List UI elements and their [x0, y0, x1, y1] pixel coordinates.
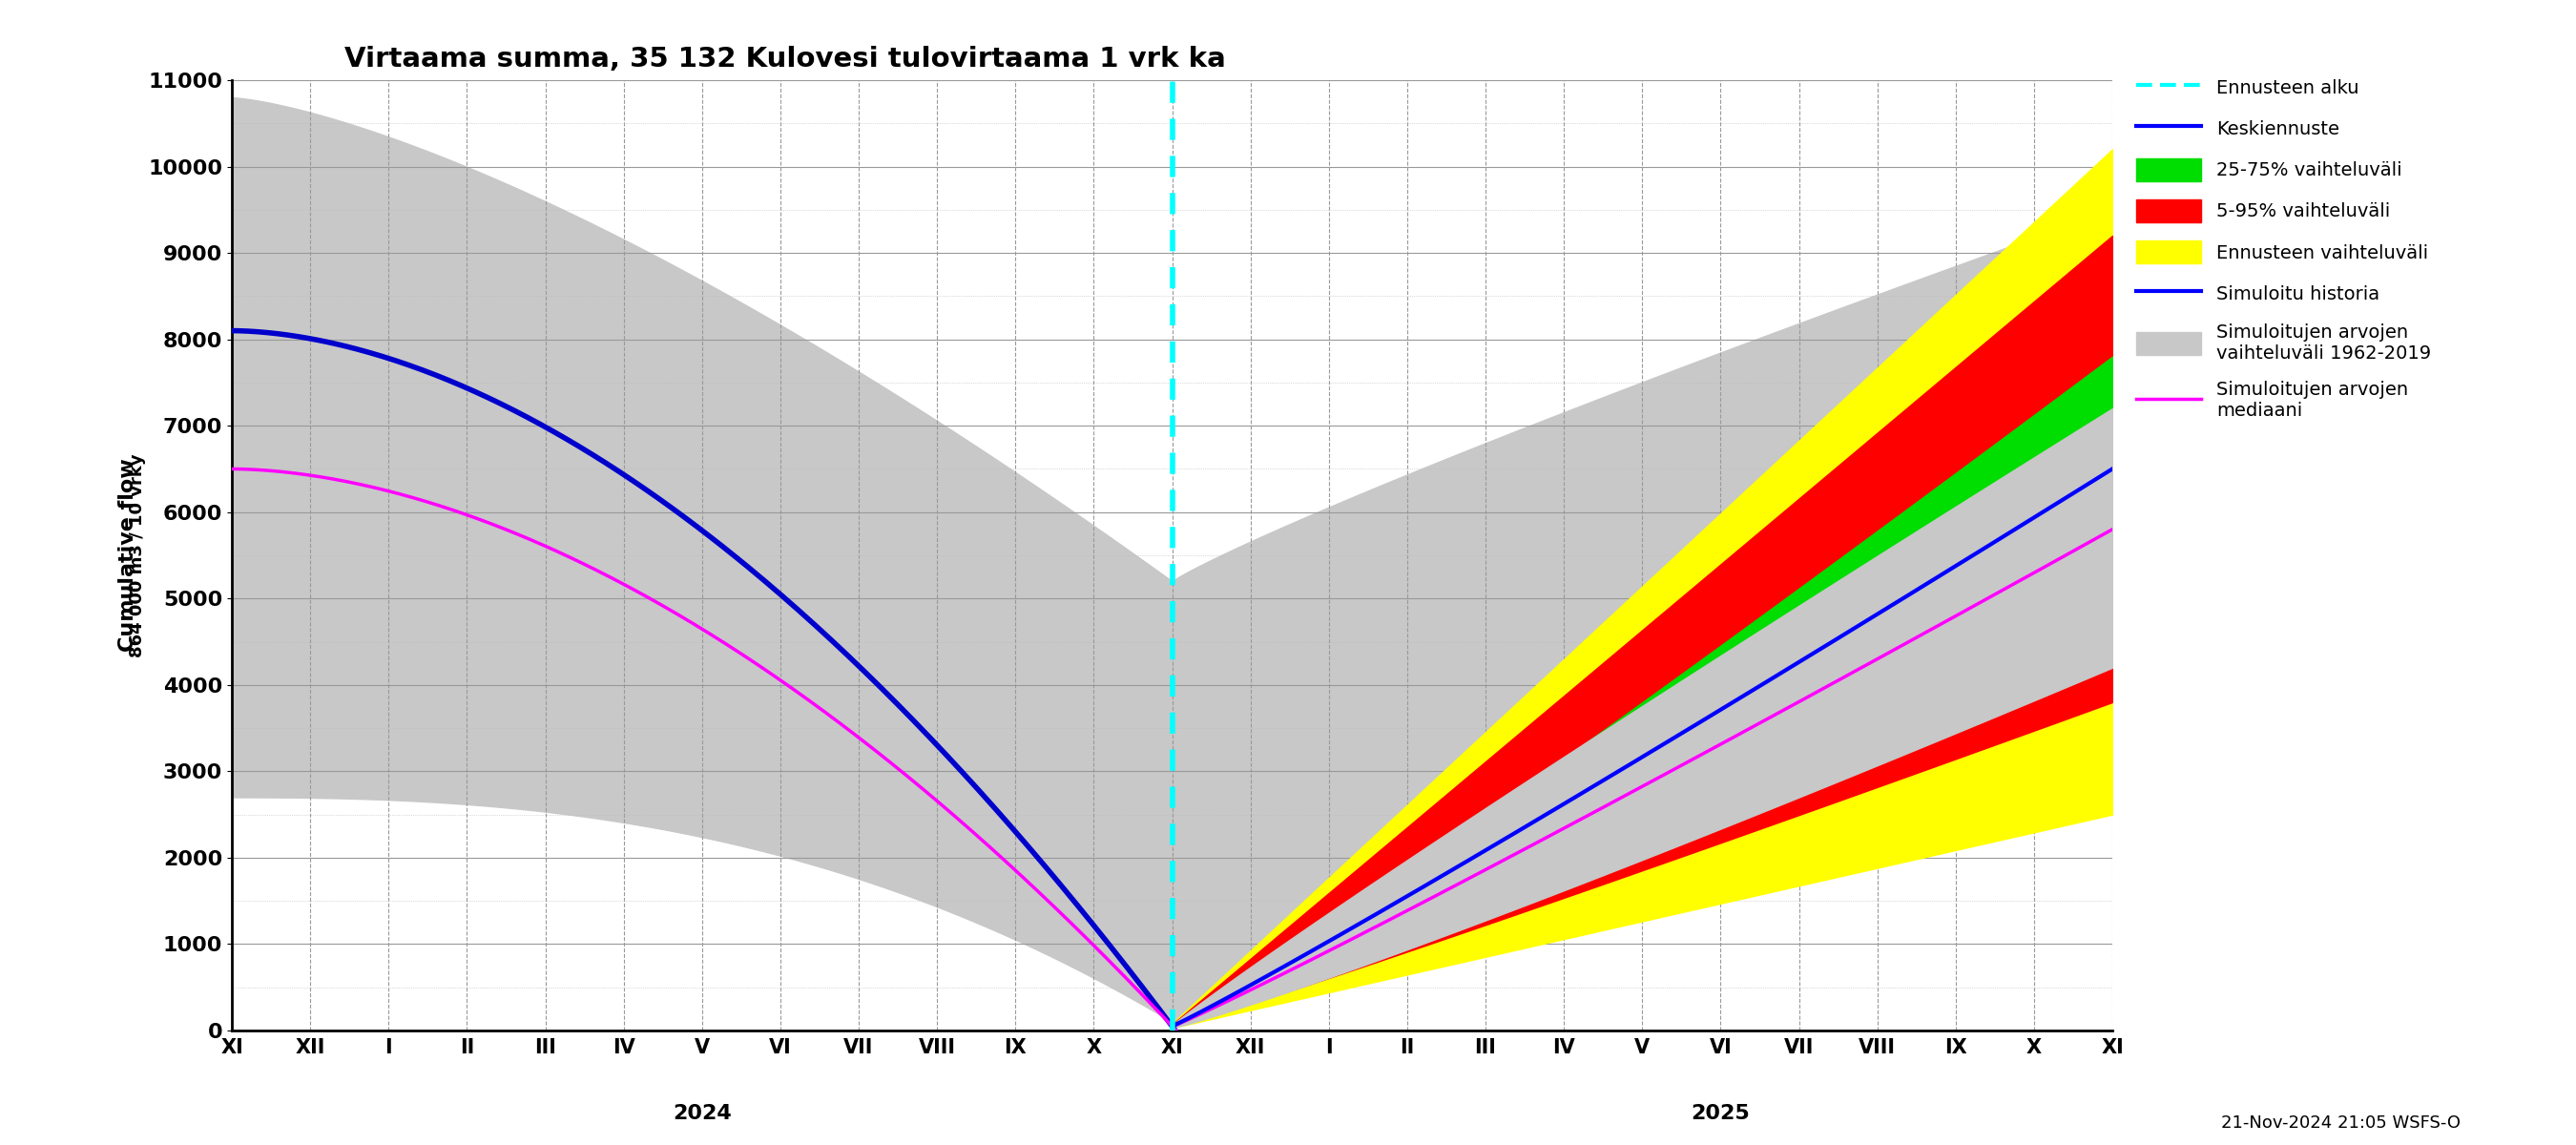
Text: 21-Nov-2024 21:05 WSFS-O: 21-Nov-2024 21:05 WSFS-O [2221, 1114, 2460, 1131]
Text: 864 000 m3 / 10 vrky: 864 000 m3 / 10 vrky [129, 453, 147, 657]
Text: Virtaama summa, 35 132 Kulovesi tulovirtaama 1 vrk ka: Virtaama summa, 35 132 Kulovesi tulovirt… [345, 46, 1226, 72]
Y-axis label: Cumulative flow: Cumulative flow [118, 459, 137, 652]
Text: 2025: 2025 [1690, 1104, 1749, 1123]
Legend: Ennusteen alku, Keskiennuste, 25-75% vaihteluväli, 5-95% vaihteluväli, Ennusteen: Ennusteen alku, Keskiennuste, 25-75% vai… [2130, 71, 2437, 426]
Text: 2024: 2024 [672, 1104, 732, 1123]
